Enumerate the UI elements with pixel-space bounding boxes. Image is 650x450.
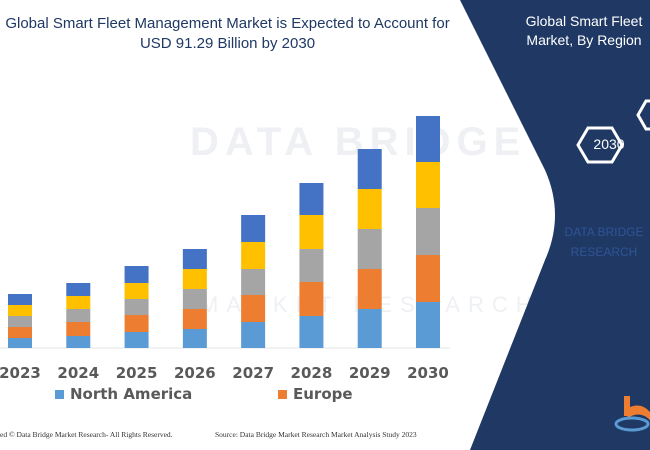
hexagon-icon [636, 99, 650, 131]
bar-segment-asia-pacific-2030 [416, 208, 440, 255]
bar-segment-europe-2025 [124, 315, 149, 332]
bar-segment-asia-pacific-2026 [182, 289, 207, 309]
bar-segment-north-america-2026 [182, 329, 207, 348]
side-panel-background [460, 0, 650, 450]
bar-segment-middle-east-and-africa-2023 [8, 305, 32, 316]
chart-title: Global Smart Fleet Management Market is … [0, 14, 455, 54]
x-tick-label: 2029 [349, 364, 391, 382]
bar-segment-north-america-2030 [416, 302, 440, 348]
bar-segment-middle-east-and-africa-2027 [241, 242, 266, 269]
bar-segment-europe-2027 [241, 295, 266, 322]
bar-segment-middle-east-and-africa-2025 [124, 283, 149, 299]
x-tick-label: 2025 [116, 364, 158, 382]
side-panel-title: Global Smart Fleet Market, By Region [520, 12, 648, 50]
bar-segment-south-america-2023 [8, 294, 32, 305]
bar-segment-middle-east-and-africa-2030 [416, 162, 440, 208]
legend-label: Europe [293, 385, 353, 403]
copyright-text: ed © Data Bridge Market Research- All Ri… [0, 430, 173, 439]
x-tick-label: 2030 [407, 364, 449, 382]
bar-segment-asia-pacific-2029 [357, 229, 382, 269]
bar-segment-north-america-2028 [299, 316, 324, 348]
brand-line-2: RESEARCH [570, 245, 638, 259]
x-tick-label: 2023 [0, 364, 41, 382]
title-line-2: USD 91.29 Billion by 2030 [139, 35, 316, 52]
bar-segment-middle-east-and-africa-2029 [357, 189, 382, 229]
bar-segment-europe-2026 [182, 309, 207, 329]
bar-segment-south-america-2030 [416, 116, 440, 162]
brand-logo-icon [614, 396, 650, 432]
bar-segment-south-america-2025 [124, 266, 149, 283]
bar-segment-middle-east-and-africa-2026 [182, 269, 207, 289]
legend-item-north-america: North America [55, 385, 192, 403]
bar-segment-north-america-2025 [124, 332, 149, 348]
legend-item-europe: Europe [278, 385, 353, 403]
bar-segment-europe-2024 [66, 322, 91, 336]
bar-segment-middle-east-and-africa-2024 [66, 296, 91, 309]
bar-segment-north-america-2029 [357, 309, 382, 348]
bar-segment-north-america-2023 [8, 338, 32, 348]
x-tick-label: 2024 [57, 364, 99, 382]
bar-segment-south-america-2029 [357, 149, 382, 189]
bar-segment-north-america-2027 [241, 322, 266, 348]
bar-segment-south-america-2028 [299, 183, 324, 215]
legend: North America Europe [0, 385, 460, 405]
bar-segment-europe-2023 [8, 327, 32, 338]
title-line-1: Global Smart Fleet Management Market is … [5, 15, 450, 32]
legend-swatch [278, 389, 287, 399]
legend-swatch [55, 389, 64, 399]
hexagon-year-label: 2030 [593, 136, 625, 152]
bar-segment-asia-pacific-2028 [299, 249, 324, 282]
bar-segment-south-america-2027 [241, 215, 266, 242]
x-tick-label: 2027 [232, 364, 274, 382]
hexagon-icon [576, 126, 624, 164]
bar-segment-europe-2028 [299, 282, 324, 316]
watermark: DATA BRIDGE [190, 120, 527, 164]
bar-segment-asia-pacific-2024 [66, 309, 91, 322]
bar-segment-asia-pacific-2023 [8, 316, 32, 327]
x-tick-label: 2026 [174, 364, 216, 382]
brand-line-1: DATA BRIDGE [564, 225, 644, 239]
side-panel-brand: DATA BRIDGE RESEARCH [560, 222, 648, 262]
x-tick-label: 2028 [291, 364, 333, 382]
bar-segment-europe-2029 [357, 269, 382, 309]
bar-segment-south-america-2024 [66, 283, 91, 296]
bar-segment-south-america-2026 [182, 249, 207, 269]
bar-segment-europe-2030 [416, 255, 440, 302]
bar-segment-asia-pacific-2025 [124, 299, 149, 315]
bar-segment-middle-east-and-africa-2028 [299, 215, 324, 249]
source-text: Source: Data Bridge Market Research Mark… [215, 430, 417, 439]
side-title-line-1: Global Smart Fleet [525, 13, 643, 29]
legend-label: North America [70, 385, 193, 403]
side-title-line-2: Market, By Region [526, 32, 642, 48]
bar-segment-asia-pacific-2027 [241, 269, 266, 295]
bar-segment-north-america-2024 [66, 336, 91, 348]
